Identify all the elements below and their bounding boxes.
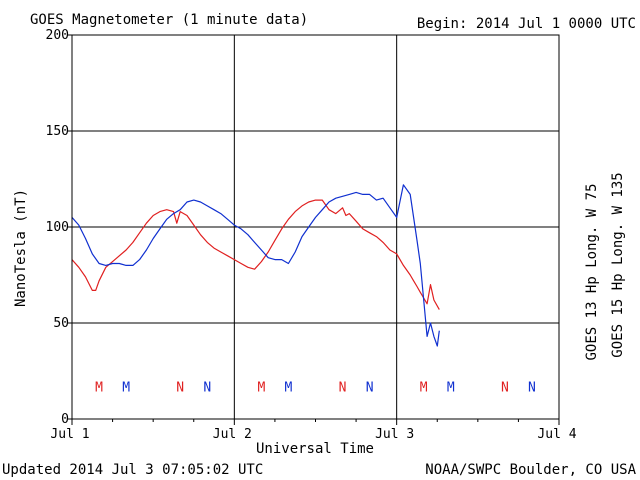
legend-goes15: GOES 15 Hp Long. W 135: [610, 172, 626, 357]
y-tick-label: 200: [46, 28, 69, 43]
x-tick-label: Jul 2: [213, 427, 252, 442]
x-axis-label: Universal Time: [256, 441, 374, 457]
noon-marker: N: [501, 380, 509, 395]
y-tick-label: 100: [46, 220, 69, 235]
midnight-marker: M: [420, 380, 428, 395]
x-axis-ticks: Jul 1 Jul 2 Jul 3 Jul 4: [50, 419, 577, 442]
series-goes15-line: [71, 184, 440, 347]
noon-marker: N: [176, 380, 184, 395]
y-tick-label: 50: [53, 316, 69, 331]
noon-marker: N: [339, 380, 347, 395]
legend-goes13: GOES 13 Hp Long. W 75: [584, 183, 600, 360]
updated-time: Updated 2014 Jul 3 07:05:02 UTC: [2, 462, 263, 478]
noon-marker: N: [366, 380, 374, 395]
noon-marker: N: [203, 380, 211, 395]
midnight-marker: M: [122, 380, 130, 395]
series-group: [71, 184, 440, 347]
y-tick-label: 150: [46, 124, 69, 139]
midnight-marker: M: [95, 380, 103, 395]
x-tick-label: Jul 3: [375, 427, 414, 442]
begin-time: Begin: 2014 Jul 1 0000 UTC: [417, 16, 636, 32]
series-goes13-line: [71, 199, 440, 310]
y-tick-label: 0: [61, 412, 69, 427]
midnight-marker: M: [285, 380, 293, 395]
x-tick-label: Jul 4: [537, 427, 576, 442]
y-axis-ticks: 0 50 100 150 200: [46, 28, 72, 427]
noon-marker: N: [528, 380, 536, 395]
y-axis-label: NanoTesla (nT): [13, 189, 29, 307]
midnight-marker: M: [257, 380, 265, 395]
grid: [72, 35, 559, 419]
midnight-marker: M: [447, 380, 455, 395]
x-tick-label: Jul 1: [50, 427, 89, 442]
source-credit: NOAA/SWPC Boulder, CO USA: [425, 462, 636, 478]
chart-title: GOES Magnetometer (1 minute data): [30, 12, 308, 28]
